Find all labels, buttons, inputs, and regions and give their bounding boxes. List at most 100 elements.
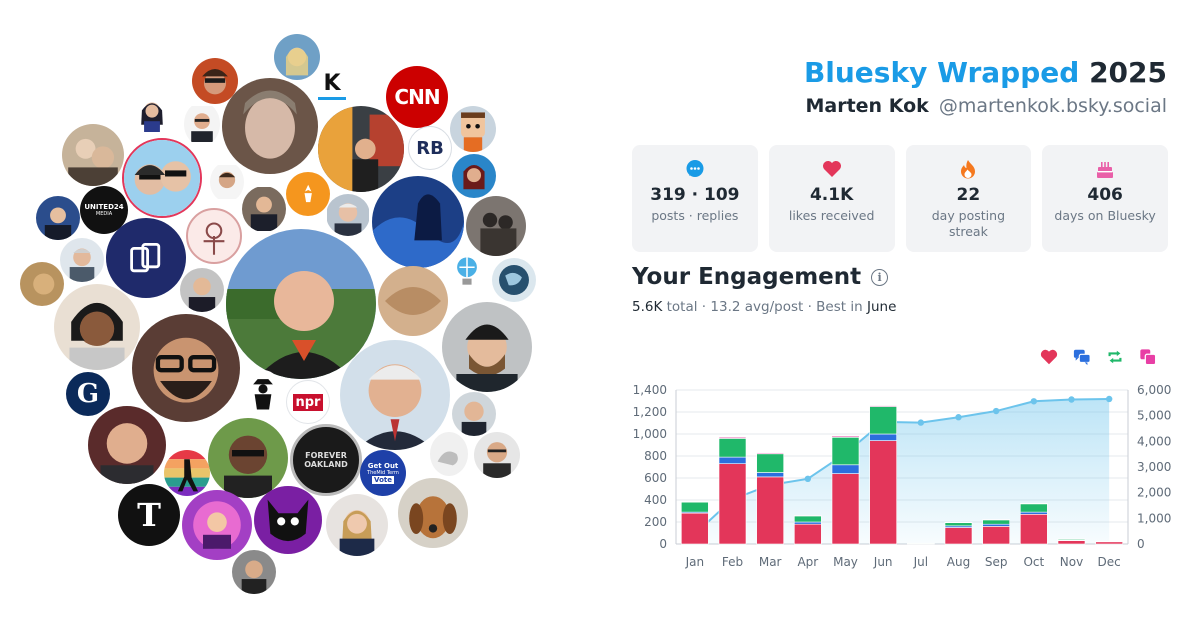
avatar-bald-man-small[interactable] (452, 392, 496, 436)
avatar-blue-painting[interactable] (372, 176, 464, 268)
avatar-justice-drawing[interactable] (186, 208, 242, 264)
avatar-dark-silhouettes[interactable] (466, 196, 526, 256)
avatar-man-bottom[interactable] (232, 550, 276, 594)
y-left-tick-label: 1,000 (633, 427, 667, 441)
avatar-hand-sketch[interactable] (430, 432, 468, 476)
heart-icon[interactable] (1040, 348, 1058, 366)
avatar-two-men-sunglasses[interactable] (122, 138, 202, 218)
x-tick-label: Sep (985, 555, 1008, 569)
avatar-man-tie[interactable] (180, 268, 224, 312)
stat-label: posts · replies (651, 208, 739, 223)
avatar-glasses-man-smiling[interactable] (132, 314, 240, 422)
avatar-bald-man[interactable] (226, 229, 376, 379)
avatar-rainbow-dancer[interactable] (164, 450, 210, 496)
y-right-tick-label: 2,000 (1137, 486, 1171, 500)
cumulative-point (955, 414, 962, 421)
avatar-rb-logo[interactable]: RB (408, 126, 452, 170)
bar-segment (681, 501, 709, 513)
avatar-carved-stone[interactable] (378, 266, 448, 336)
stat-value: 22 (956, 185, 981, 205)
avatar-cnn-logo[interactable]: CNN (386, 66, 448, 128)
reply-icon[interactable] (1073, 348, 1091, 366)
bar-segment (1057, 538, 1086, 540)
avatar-woman-blue[interactable] (452, 154, 496, 198)
cumulative-point (1105, 395, 1113, 403)
bar-segment (718, 436, 747, 439)
avatar-blonde-woman-2[interactable] (326, 494, 388, 556)
chart-legend (1040, 348, 1157, 366)
avatar-sculpture[interactable] (20, 262, 64, 306)
avatar-navy-logo[interactable] (106, 218, 186, 298)
avatar-cat-mask[interactable] (254, 486, 322, 554)
avatar-man-outdoors[interactable] (208, 418, 288, 498)
npr-label: npr (292, 393, 324, 411)
avatar-older-man[interactable] (326, 194, 370, 236)
bar-segment (869, 406, 897, 435)
x-tick-label: Apr (797, 555, 818, 569)
avatar-man-glasses-grey[interactable] (474, 432, 520, 478)
x-tick-label: Feb (722, 555, 743, 569)
engagement-best-prefix: Best in (816, 299, 863, 315)
profile-name: Marten Kok (805, 95, 929, 117)
avatar-man-suit[interactable] (242, 186, 286, 232)
repost-icon[interactable] (1106, 348, 1124, 366)
avatar-forever-oakland[interactable]: FOREVER OAKLAND (290, 424, 362, 496)
x-tick-label: Jul (913, 555, 928, 569)
x-tick-label: Dec (1098, 555, 1121, 569)
heart-icon (769, 159, 895, 179)
engagement-total-label: total (666, 299, 698, 315)
avatar-nyt-logo[interactable]: T (118, 484, 180, 546)
avatar-glasses-man[interactable] (184, 102, 220, 146)
avatar-sunglasses-woman[interactable] (192, 58, 238, 104)
avatar-grey-haired-man[interactable] (60, 238, 104, 282)
getout-label-1: Get Out (367, 462, 399, 470)
k-label: K (323, 71, 341, 96)
x-tick-label: Jun (873, 555, 893, 569)
avatar-smiling-woman[interactable] (54, 284, 140, 370)
avatar-figurine[interactable] (450, 106, 496, 152)
cumulative-point (1068, 396, 1075, 403)
avatar-orange-logo[interactable] (286, 172, 330, 216)
bar-segment (756, 452, 784, 455)
avatar-woman-portrait[interactable] (222, 78, 318, 174)
bar-segment (907, 542, 935, 544)
quote-icon[interactable] (1139, 348, 1157, 366)
x-tick-label: Aug (947, 555, 970, 569)
avatar-blonde-woman[interactable] (274, 34, 320, 80)
avatar-npr-logo[interactable]: npr (286, 380, 330, 424)
avatar-k-logo[interactable]: K (318, 70, 346, 100)
bar-segment (681, 501, 709, 503)
info-icon[interactable]: i (871, 268, 889, 286)
stat-label: day posting streak (931, 208, 1006, 239)
profile-handle[interactable]: @martenkok.bsky.social (938, 95, 1167, 117)
avatar-g-logo[interactable]: G (66, 372, 110, 416)
bar-segment (1020, 503, 1048, 505)
avatar-dark-hair-woman[interactable] (134, 94, 170, 134)
bar-segment (756, 472, 784, 478)
avatar-older-man-suit[interactable] (340, 340, 450, 450)
avatar-man-smiling[interactable] (210, 162, 244, 202)
bar-segment (794, 515, 822, 523)
engagement-heading: Your Engagement i (632, 264, 889, 290)
bar-segment (1020, 514, 1048, 545)
avatar-man-flags[interactable] (36, 196, 80, 240)
cumulative-point (1030, 398, 1038, 405)
avatar-dog[interactable] (398, 478, 468, 548)
bar-segment (1095, 540, 1123, 543)
bar-segment (794, 521, 822, 525)
cnn-label: CNN (394, 85, 440, 109)
avatar-bearded-man-beanie[interactable] (442, 302, 532, 392)
avatar-street-scene[interactable] (318, 106, 404, 192)
avatar-lightbulb-logo[interactable] (448, 252, 486, 290)
avatar-spy-figure[interactable] (244, 370, 282, 414)
fire-icon (906, 159, 1032, 179)
y-right-tick-label: 1,000 (1137, 511, 1171, 525)
avatar-globe[interactable] (492, 258, 536, 302)
avatar-vote-logo[interactable]: Get Out TheMid Term Vote (360, 450, 406, 496)
avatar-children[interactable] (62, 124, 124, 186)
avatar-elderly-man[interactable] (88, 406, 166, 484)
stat-label: likes received (788, 208, 875, 223)
avatar-purple-art[interactable] (182, 490, 252, 560)
cumulative-area (694, 398, 1110, 544)
bar-segment (982, 519, 1010, 525)
